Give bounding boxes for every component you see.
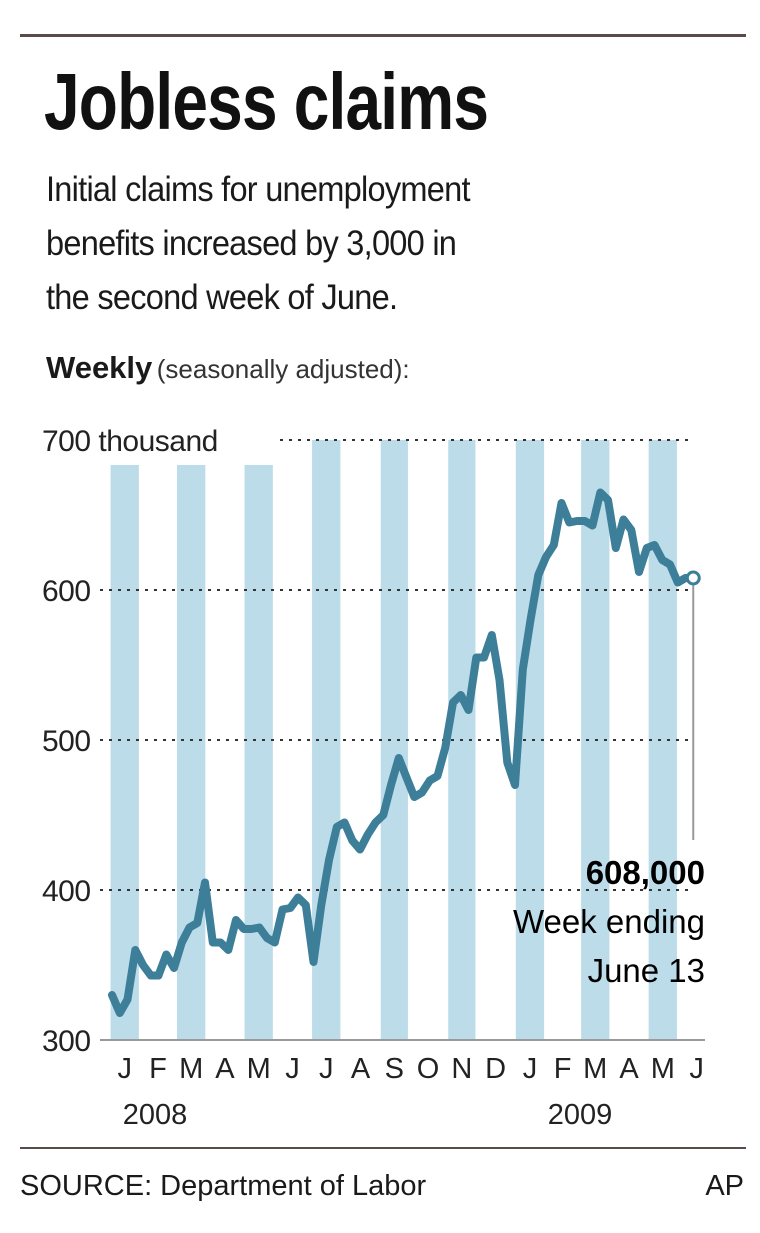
month-label: J xyxy=(285,1053,300,1085)
year-label-2008: 2008 xyxy=(123,1099,188,1131)
month-label: M xyxy=(651,1053,675,1085)
y-tick-label: 600 xyxy=(42,575,91,608)
y-tick-label: 700 thousand xyxy=(42,425,218,458)
annotation-line1: Week ending xyxy=(513,903,705,940)
month-label: A xyxy=(351,1053,371,1085)
source-note: SOURCE: Department of Labor xyxy=(20,1170,427,1202)
y-tick-label: 400 xyxy=(42,875,91,908)
annotation-value: 608,000 xyxy=(586,854,705,891)
month-label: N xyxy=(451,1053,472,1085)
subtitle-line: benefits increased by 3,000 in xyxy=(46,224,457,263)
month-label: A xyxy=(619,1053,639,1085)
month-label: M xyxy=(179,1053,203,1085)
month-label: M xyxy=(583,1053,607,1085)
month-label: J xyxy=(319,1053,334,1085)
subtitle-line: the second week of June. xyxy=(46,278,398,317)
month-label: J xyxy=(689,1053,704,1085)
month-label: M xyxy=(247,1053,271,1085)
month-label: D xyxy=(485,1053,506,1085)
subtitle-line: Initial claims for unemployment xyxy=(46,170,471,209)
month-label: F xyxy=(149,1053,167,1085)
annotation-line2: June 13 xyxy=(588,952,705,989)
shaded-month-band xyxy=(380,440,408,1040)
month-label: A xyxy=(215,1053,235,1085)
shaded-month-band xyxy=(110,465,139,1040)
y-tick-label: 500 xyxy=(42,725,91,758)
month-label: J xyxy=(523,1053,538,1085)
bottom-rule xyxy=(20,1147,746,1149)
shaded-month-band xyxy=(244,465,273,1040)
series-label: Weekly (seasonally adjusted): xyxy=(46,352,410,383)
series-label-main: Weekly xyxy=(46,350,153,385)
top-rule xyxy=(20,34,746,37)
chart-title: Jobless claims xyxy=(44,57,489,146)
series-label-qualifier: (seasonally adjusted): xyxy=(156,354,410,384)
month-label: S xyxy=(385,1053,404,1085)
series-line xyxy=(108,488,698,1017)
latest-point-marker xyxy=(685,570,701,586)
year-label-2009: 2009 xyxy=(548,1099,613,1131)
month-label: F xyxy=(554,1053,572,1085)
month-label: J xyxy=(117,1053,132,1085)
month-label: O xyxy=(417,1053,440,1085)
credit-ap: AP xyxy=(705,1170,744,1202)
y-tick-label: 300 xyxy=(42,1025,91,1058)
shaded-month-band xyxy=(648,440,677,1040)
